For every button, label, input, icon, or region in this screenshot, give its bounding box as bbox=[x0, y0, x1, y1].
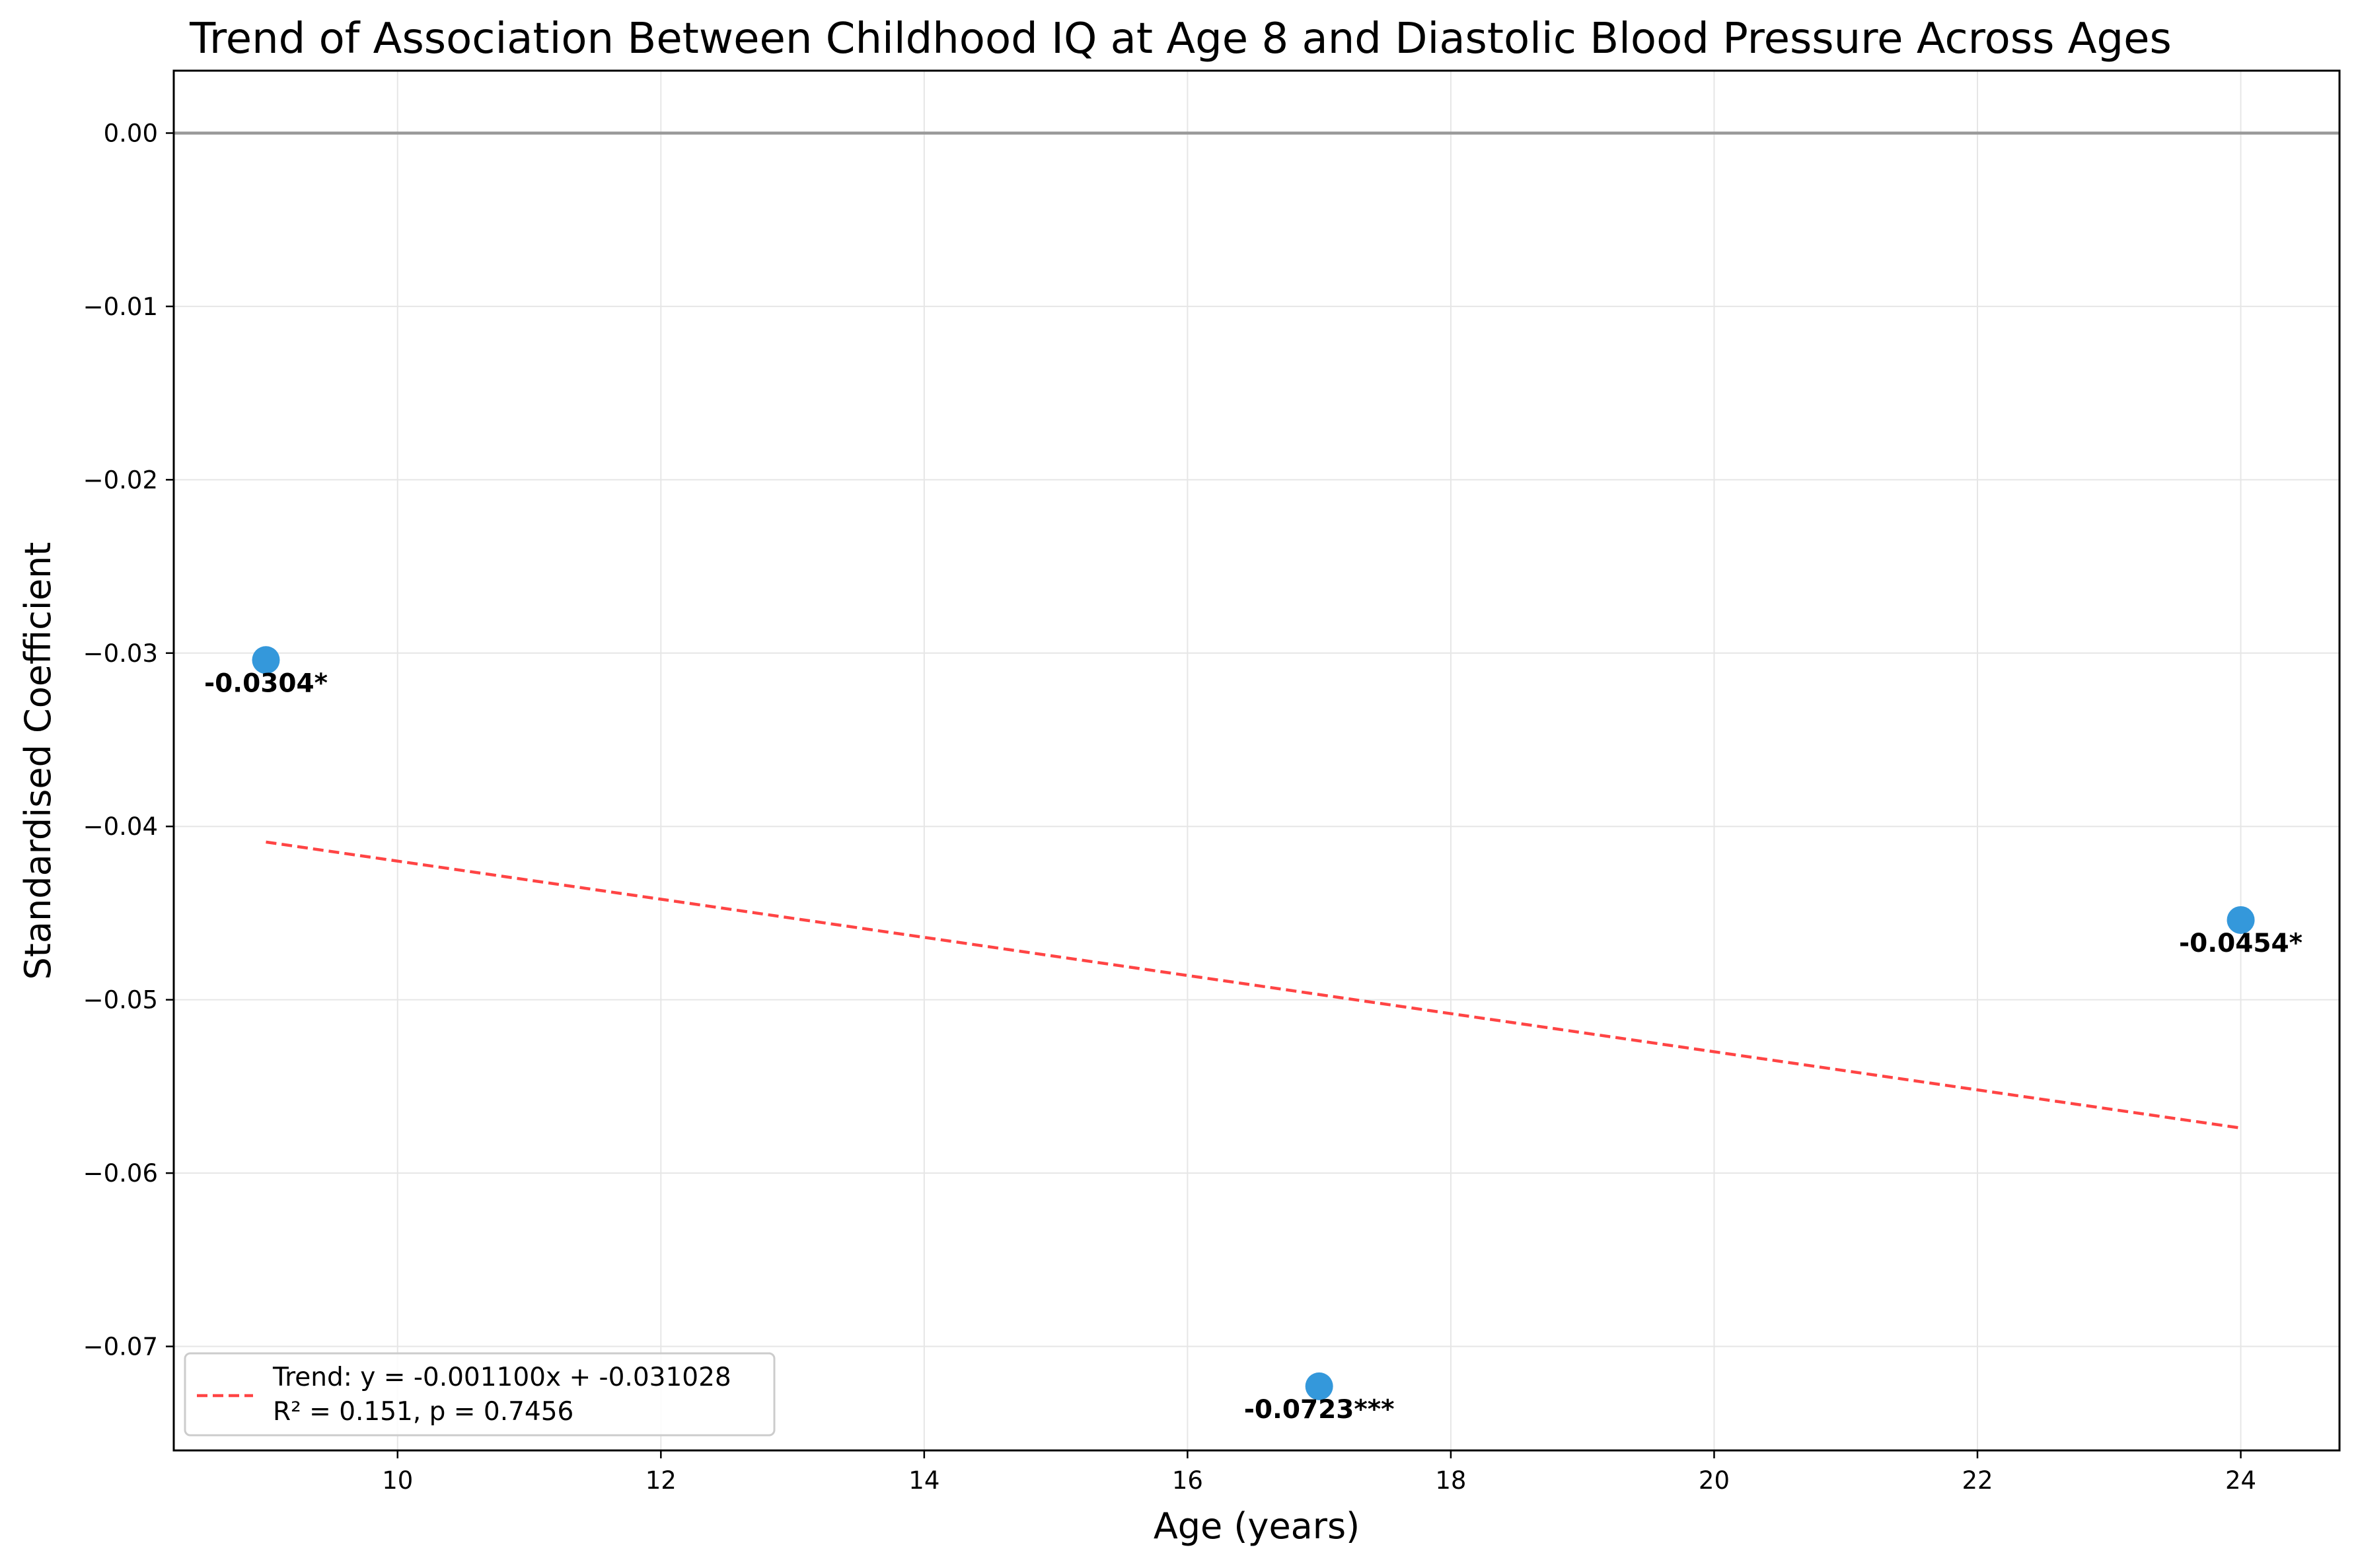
data-point bbox=[252, 646, 280, 674]
x-tick-label: 10 bbox=[382, 1466, 413, 1495]
x-tick-label: 18 bbox=[1435, 1466, 1466, 1495]
y-tick-label: −0.07 bbox=[83, 1333, 158, 1361]
y-tick-label: −0.02 bbox=[83, 466, 158, 494]
grid bbox=[174, 71, 2340, 1450]
y-axis-label: Standardised Coefficient bbox=[17, 542, 59, 980]
y-tick-label: −0.05 bbox=[83, 986, 158, 1015]
data-point-label: -0.0454* bbox=[2179, 929, 2303, 958]
x-axis-label: Age (years) bbox=[1154, 1505, 1360, 1547]
data-point-label: -0.0723*** bbox=[1244, 1395, 1395, 1425]
x-tick-label: 22 bbox=[1962, 1466, 1993, 1495]
plot-frame bbox=[172, 69, 2341, 1452]
x-axis-ticks: 10 12 14 16 18 20 22 24 bbox=[382, 1450, 2256, 1495]
y-tick-label: 0.00 bbox=[104, 119, 158, 147]
legend-box bbox=[184, 1352, 776, 1437]
x-tick-label: 16 bbox=[1172, 1466, 1203, 1495]
y-axis-ticks: 0.00 −0.01 −0.02 −0.03 −0.04 −0.05 −0.06 −0.07 bbox=[83, 119, 174, 1361]
x-tick-label: 20 bbox=[1699, 1466, 1730, 1495]
data-point-label: -0.0304* bbox=[204, 668, 328, 698]
legend: Trend: y = -0.001100x + -0.031028 R² = 0… bbox=[184, 1352, 776, 1437]
legend-label-line-1: Trend: y = -0.001100x + -0.031028 bbox=[272, 1363, 731, 1392]
data-point bbox=[1305, 1372, 1333, 1400]
y-tick-label: −0.01 bbox=[83, 293, 158, 321]
data-points bbox=[252, 646, 2255, 1400]
chart-title: Trend of Association Between Childhood I… bbox=[189, 15, 2172, 63]
data-labels: -0.0304* -0.0723*** -0.0454* bbox=[204, 668, 2303, 1425]
y-tick-label: −0.06 bbox=[83, 1159, 158, 1188]
x-tick-label: 24 bbox=[2225, 1466, 2256, 1495]
y-tick-label: −0.04 bbox=[83, 812, 158, 841]
legend-label-line-2: R² = 0.151, p = 0.7456 bbox=[273, 1397, 573, 1427]
y-tick-label: −0.03 bbox=[83, 639, 158, 668]
x-tick-label: 14 bbox=[908, 1466, 940, 1495]
data-point bbox=[2227, 906, 2255, 934]
x-tick-label: 12 bbox=[645, 1466, 677, 1495]
